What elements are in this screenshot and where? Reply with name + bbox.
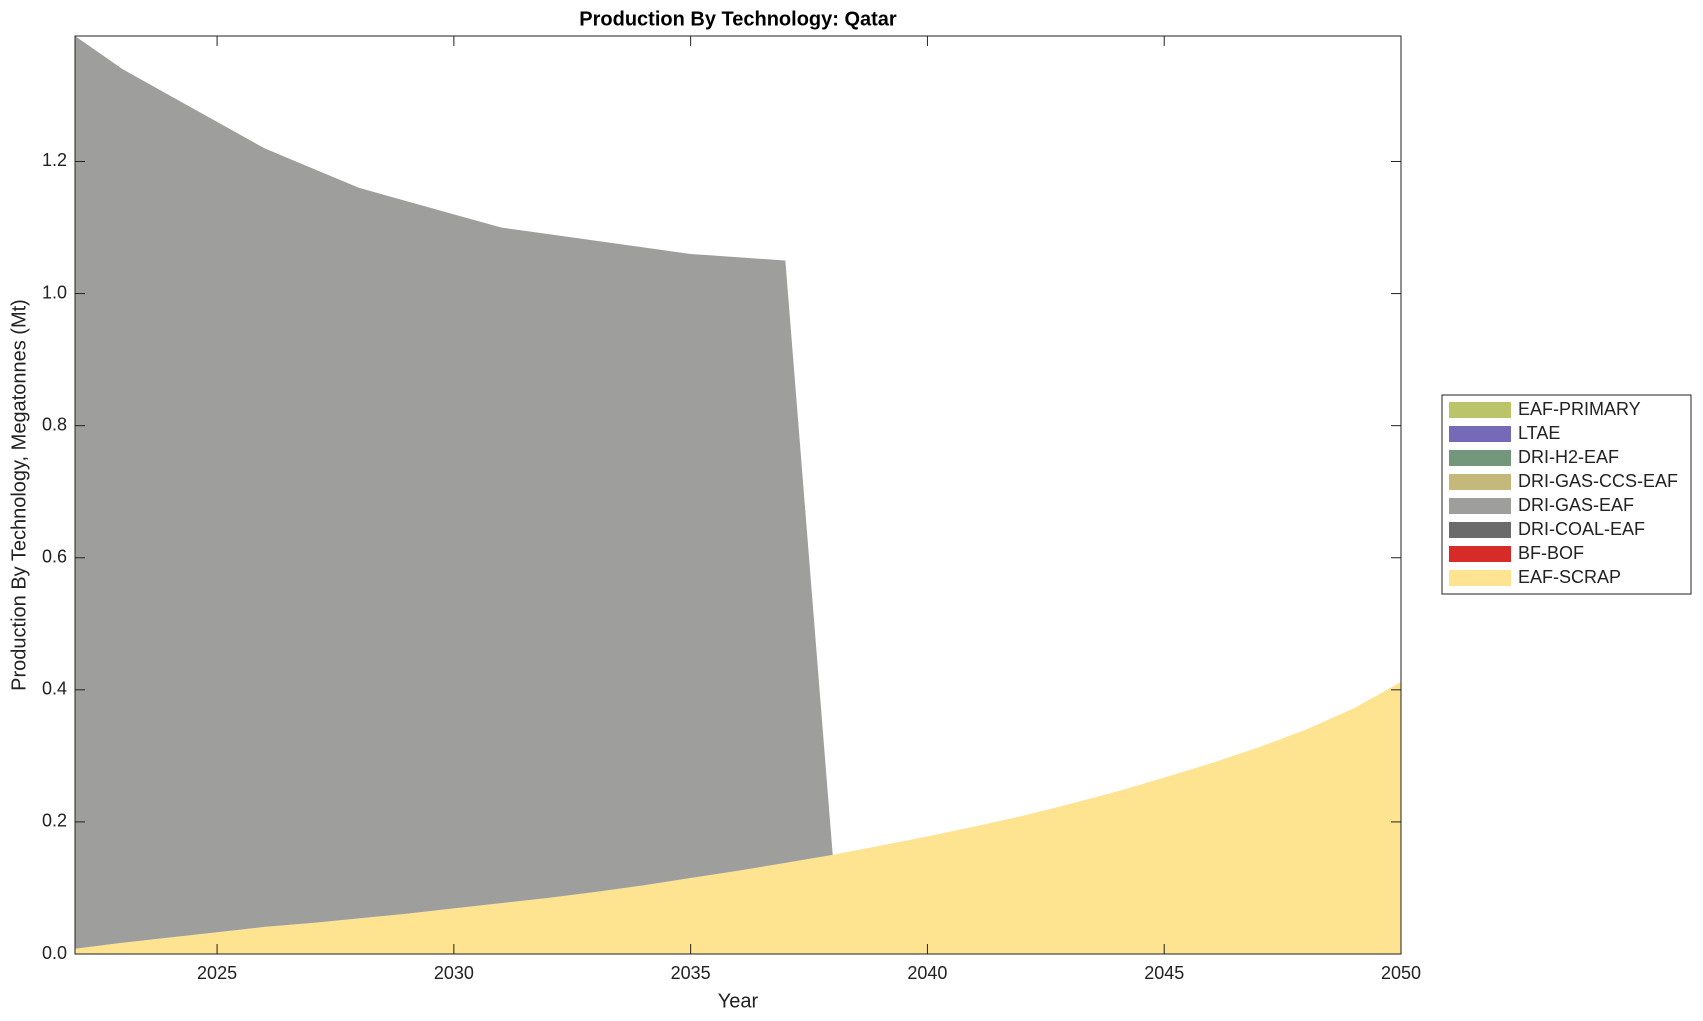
axes: 2025 2030 2035 2040 2045 2050 0.0 0.2 0.4 0.6 0.8 1… <box>42 35 1421 983</box>
legend: EAF-SCRAP BF-BOF DRI-COAL-EAF DRI-GAS-EAF DR… <box>1449 399 1678 587</box>
y-tick-label: 0.6 <box>42 546 67 566</box>
legend-label: DRI-GAS-CCS-EAF <box>1518 471 1678 491</box>
legend-label: DRI-H2-EAF <box>1518 447 1619 467</box>
legend-label: DRI-GAS-EAF <box>1518 495 1634 515</box>
y-axis-label: Production By Technology, Megatonnes (Mt… <box>8 299 30 691</box>
legend-label: BF-BOF <box>1518 543 1584 563</box>
y-tick-label: 0.0 <box>42 943 67 963</box>
chart-title: Production By Technology: Qatar <box>579 8 897 30</box>
x-tick-label: 2045 <box>1144 963 1184 983</box>
legend-label: EAF-SCRAP <box>1518 567 1621 587</box>
x-axis-label: Year <box>718 990 759 1012</box>
y-tick-label: 0.8 <box>42 414 67 434</box>
legend-label: DRI-COAL-EAF <box>1518 519 1645 539</box>
x-tick-label: 2050 <box>1381 963 1421 983</box>
y-tick-label: 0.2 <box>42 811 67 831</box>
area <box>75 36 1401 949</box>
y-tick-label: 0.4 <box>42 679 67 699</box>
x-tick-label: 2035 <box>671 963 711 983</box>
legend-swatch <box>1449 546 1511 562</box>
x-tick-label: 2040 <box>907 963 947 983</box>
legend-swatch <box>1449 426 1511 442</box>
legend-swatch <box>1449 498 1511 514</box>
y-tick-label: 1.2 <box>42 150 67 170</box>
axes-frame <box>74 35 1402 955</box>
legend-swatch <box>1449 474 1511 490</box>
legend-swatch <box>1449 522 1511 538</box>
legend-swatch <box>1449 402 1511 418</box>
y-tick-label: 1.0 <box>42 282 67 302</box>
legend-swatch <box>1449 570 1511 586</box>
legend-swatch <box>1449 450 1511 466</box>
x-tick-label: 2025 <box>197 963 237 983</box>
legend-label: LTAE <box>1518 423 1560 443</box>
x-tick-label: 2030 <box>434 963 474 983</box>
area <box>75 681 1401 954</box>
legend-label: EAF-PRIMARY <box>1518 399 1641 419</box>
plot-area <box>75 36 1401 954</box>
